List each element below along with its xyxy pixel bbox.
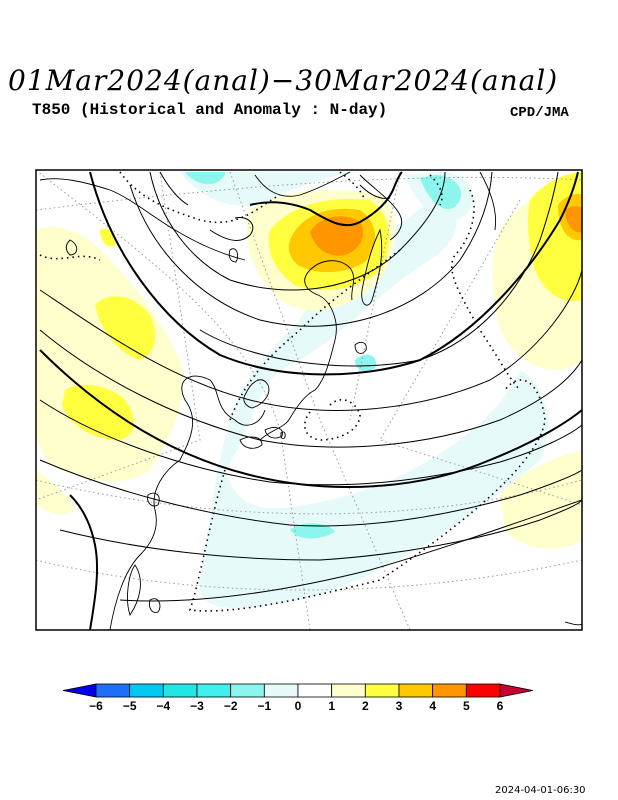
colorbar-swatch [129,683,164,698]
colorbar-swatch [432,683,467,698]
colorbar-arrow-left [62,683,97,698]
colorbar-swatch [263,683,299,698]
colorbar-swatch [398,683,434,698]
cold-anomaly-patch [420,175,461,210]
colorbar: −6 −5 −4 −3 −2 −1 0 1 2 3 4 5 6 [62,683,534,713]
colorbar-tick-label: −3 [190,699,204,713]
colorbar-swatch [297,683,333,698]
colorbar-swatch [95,683,131,698]
warm-anomaly-region [500,450,582,549]
isotherms [39,171,582,602]
cold-anomaly-patch [185,172,225,185]
cool-anomaly-north [180,172,360,206]
colorbar-swatch [162,683,198,698]
warm-anomaly-patch [95,296,156,360]
colorbar-tick-label: −4 [156,699,170,713]
agency-label: CPD/JMA [510,105,569,121]
colorbar-swatch [465,683,501,698]
warm-anomaly-region [36,470,75,515]
map-border [35,169,583,631]
colorbar-tick-label: 1 [328,699,335,713]
cool-anomaly-region [199,200,549,609]
colorbar-swatch [196,683,232,698]
chart-title: 01Mar2024(anal)−30Mar2024(anal) [8,64,559,97]
map-content: 0 [36,170,582,630]
colorbar-swatch [364,683,400,698]
colorbar-tick-label: −5 [123,699,137,713]
colorbar-tick-label: 4 [429,699,436,713]
timestamp: 2024-04-01-06:30 [495,785,586,796]
colorbar-swatch [331,683,366,698]
colorbar-tick-label: −2 [224,699,238,713]
colorbar-tick-label: 5 [463,699,470,713]
isotherms-bold [39,171,582,630]
colorbar-tick-label: −6 [89,699,103,713]
colorbar-tick-label: 0 [295,699,302,713]
cold-anomaly-patch [290,523,335,539]
colorbar-swatch [230,683,265,698]
anomaly-zero-contours [39,171,546,612]
chart-subtitle: T850 (Historical and Anomaly : N-day) [32,101,388,119]
warm-anomaly-patch [62,384,134,440]
hot-anomaly-patch [565,206,582,233]
contour-label: 0 [280,430,286,442]
hot-anomaly-patch [310,216,364,256]
colorbar-tick-label: −1 [257,699,271,713]
colorbar-tick-label: 6 [497,699,504,713]
colorbar-arrow-right [499,683,534,698]
colorbar-tick-label: 2 [362,699,369,713]
colorbar-tick-label: 3 [396,699,403,713]
